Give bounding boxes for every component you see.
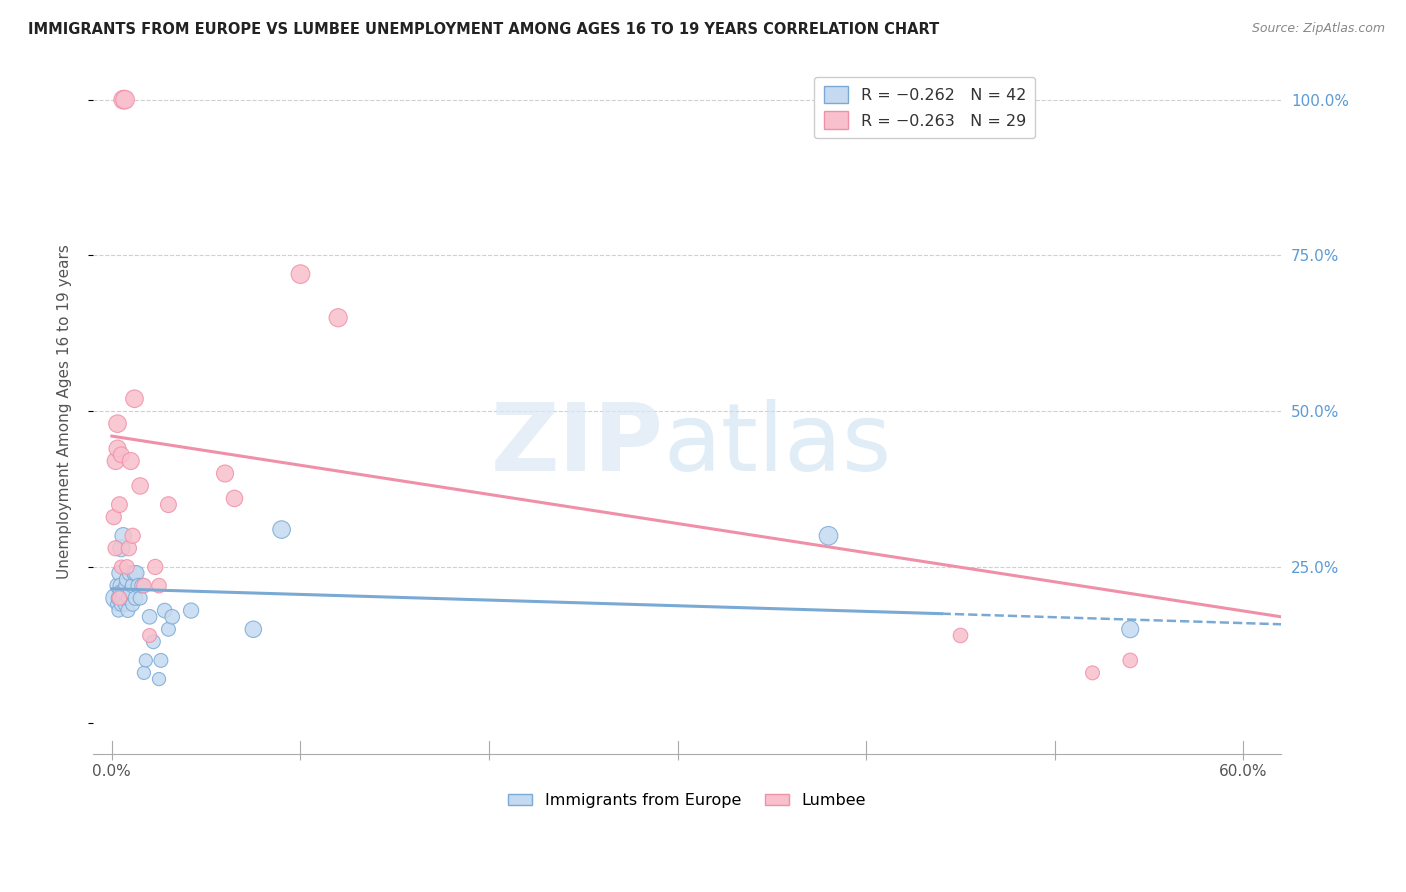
Point (108, 591, 131, 606)
Point (110, 585, 132, 599)
Point (110, 541, 132, 556)
Point (118, 566, 141, 581)
Point (242, 622, 264, 636)
Point (112, 93, 135, 107)
Point (115, 579, 138, 593)
Point (153, 603, 176, 617)
Point (124, 566, 146, 581)
Point (110, 579, 132, 593)
Point (224, 491, 246, 506)
Point (114, 93, 136, 107)
Point (107, 598, 129, 612)
Point (180, 603, 202, 617)
Point (328, 310, 350, 325)
Point (108, 566, 131, 581)
Point (108, 498, 131, 512)
Point (111, 591, 134, 606)
Point (115, 560, 138, 574)
Legend: Immigrants from Europe, Lumbee: Immigrants from Europe, Lumbee (502, 787, 873, 814)
Point (120, 585, 142, 599)
Point (107, 417, 129, 431)
Point (125, 566, 148, 581)
Point (157, 498, 180, 512)
Point (149, 653, 172, 667)
Point (110, 448, 132, 462)
Point (121, 529, 143, 543)
Point (129, 479, 152, 493)
Point (290, 267, 312, 281)
Point (103, 510, 125, 524)
Point (112, 529, 135, 543)
Point (107, 442, 129, 456)
Point (138, 628, 160, 642)
Point (118, 591, 141, 606)
Point (160, 609, 183, 624)
Point (118, 541, 141, 556)
Point (104, 541, 127, 556)
Point (121, 579, 143, 593)
Point (127, 579, 149, 593)
Point (107, 603, 129, 617)
Point (132, 579, 155, 593)
Point (107, 591, 129, 606)
Point (124, 392, 146, 406)
Point (143, 560, 166, 574)
Point (104, 454, 127, 468)
Point (117, 603, 139, 617)
Point (132, 665, 155, 680)
Point (121, 598, 143, 612)
Text: atlas: atlas (664, 400, 891, 491)
Point (115, 573, 138, 587)
Text: Source: ZipAtlas.com: Source: ZipAtlas.com (1251, 22, 1385, 36)
Point (1119, 653, 1142, 667)
Point (120, 454, 142, 468)
Point (817, 529, 839, 543)
Point (148, 579, 170, 593)
Point (270, 523, 292, 537)
Point (129, 591, 152, 606)
Point (107, 579, 129, 593)
Point (157, 622, 180, 636)
Point (110, 560, 132, 574)
Point (148, 672, 170, 686)
Point (949, 628, 972, 642)
Text: ZIP: ZIP (491, 400, 664, 491)
Point (104, 591, 127, 606)
Point (1119, 622, 1142, 636)
Y-axis label: Unemployment Among Ages 16 to 19 years: Unemployment Among Ages 16 to 19 years (58, 244, 72, 579)
Point (138, 609, 160, 624)
Point (114, 598, 136, 612)
Text: IMMIGRANTS FROM EUROPE VS LUMBEE UNEMPLOYMENT AMONG AGES 16 TO 19 YEARS CORRELAT: IMMIGRANTS FROM EUROPE VS LUMBEE UNEMPLO… (28, 22, 939, 37)
Point (124, 591, 146, 606)
Point (135, 653, 157, 667)
Point (131, 579, 153, 593)
Point (214, 467, 236, 481)
Point (142, 634, 165, 648)
Point (1081, 665, 1104, 680)
Point (112, 585, 135, 599)
Point (110, 598, 132, 612)
